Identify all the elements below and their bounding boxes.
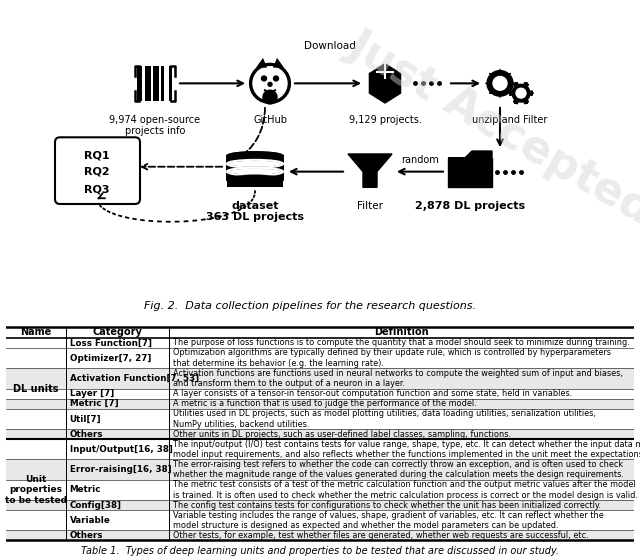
FancyArrowPatch shape	[524, 100, 529, 104]
Circle shape	[253, 67, 287, 100]
Bar	[227, 156, 283, 180]
Text: Variable: Variable	[70, 516, 111, 525]
Circle shape	[493, 76, 507, 90]
Bar	[227, 156, 283, 187]
Text: RQ2: RQ2	[84, 167, 110, 177]
Bar	[6, 439, 634, 459]
Polygon shape	[256, 58, 267, 68]
Bar	[145, 66, 150, 101]
Text: Optimizer[7, 27]: Optimizer[7, 27]	[70, 354, 151, 363]
Ellipse shape	[227, 152, 283, 160]
Text: 363 DL projects: 363 DL projects	[206, 212, 304, 222]
Bar	[6, 480, 634, 500]
Text: 9,974 open-source: 9,974 open-source	[109, 115, 200, 125]
Text: unzip and Filter: unzip and Filter	[472, 115, 548, 125]
Ellipse shape	[227, 176, 283, 184]
Ellipse shape	[227, 168, 283, 176]
Bar	[153, 66, 159, 101]
Text: Table 1.  Types of deep learning units and properties to be tested that are disc: Table 1. Types of deep learning units an…	[81, 546, 559, 556]
Circle shape	[250, 64, 290, 103]
Bar	[6, 388, 634, 398]
Circle shape	[487, 71, 513, 96]
Bar	[6, 338, 634, 348]
Bar	[6, 429, 634, 439]
Bar	[6, 348, 634, 368]
FancyArrowPatch shape	[513, 100, 518, 104]
Text: A metric is a function that is used to judge the performance of the model.: A metric is a function that is used to j…	[173, 399, 476, 408]
Bar	[137, 66, 143, 101]
Circle shape	[268, 83, 272, 86]
Bar	[6, 368, 634, 388]
Text: Variable testing includes the range of values, shape, gradient of variables, etc: Variable testing includes the range of v…	[173, 511, 604, 530]
Bar	[6, 398, 634, 409]
Text: Filter: Filter	[357, 201, 383, 211]
Bar	[6, 326, 634, 338]
Text: Activation Function[7, 53]: Activation Function[7, 53]	[70, 374, 199, 383]
Circle shape	[263, 90, 277, 104]
Text: Others: Others	[70, 531, 103, 540]
Bar	[170, 66, 172, 101]
Text: Activation functions are functions used in neural networks to compute the weight: Activation functions are functions used …	[173, 369, 623, 388]
Bar	[6, 409, 634, 429]
Circle shape	[512, 84, 530, 102]
Text: The error-raising test refers to whether the code can correctly throw an excepti: The error-raising test refers to whether…	[173, 460, 623, 479]
Text: Metric [7]: Metric [7]	[70, 399, 118, 408]
Text: Loss Function[7]: Loss Function[7]	[70, 339, 152, 348]
Polygon shape	[348, 154, 392, 187]
Text: Other units in DL projects, such as user-defined label classes, sampling, functi: Other units in DL projects, such as user…	[173, 430, 511, 439]
FancyArrowPatch shape	[513, 83, 518, 86]
Polygon shape	[273, 58, 284, 68]
Bar	[161, 66, 164, 101]
Text: Layer [7]: Layer [7]	[70, 389, 114, 398]
Circle shape	[273, 76, 278, 81]
Text: RQ1: RQ1	[84, 151, 110, 161]
Ellipse shape	[227, 160, 283, 168]
Text: 9,129 projects.: 9,129 projects.	[349, 115, 421, 125]
Text: Config[38]: Config[38]	[70, 501, 122, 509]
Ellipse shape	[227, 176, 283, 184]
Text: 2,878 DL projects: 2,878 DL projects	[415, 201, 525, 211]
Polygon shape	[369, 64, 401, 103]
Text: Input/Output[16, 38]: Input/Output[16, 38]	[70, 445, 173, 454]
Circle shape	[516, 88, 526, 98]
Text: Definition: Definition	[374, 327, 429, 337]
FancyArrowPatch shape	[509, 91, 511, 95]
Text: Metric: Metric	[70, 485, 101, 494]
Text: GitHub: GitHub	[253, 115, 287, 125]
Text: Fig. 2.  Data collection pipelines for the research questions.: Fig. 2. Data collection pipelines for th…	[144, 301, 476, 311]
Text: dataset: dataset	[231, 201, 279, 211]
Text: DL units: DL units	[13, 383, 59, 393]
Ellipse shape	[227, 152, 283, 160]
Text: random: random	[401, 155, 439, 165]
FancyBboxPatch shape	[55, 137, 140, 204]
Text: The config test contains tests for configurations to check whether the unit has : The config test contains tests for confi…	[173, 501, 600, 509]
Circle shape	[262, 76, 266, 81]
Text: Util[7]: Util[7]	[70, 415, 101, 424]
FancyArrowPatch shape	[524, 83, 529, 86]
Text: A layer consists of a tensor-in tensor-out computation function and some state, : A layer consists of a tensor-in tensor-o…	[173, 389, 572, 398]
Text: Error-raising[16, 38]: Error-raising[16, 38]	[70, 465, 172, 474]
FancyArrowPatch shape	[531, 91, 533, 95]
Text: Others: Others	[70, 430, 103, 439]
Text: The purpose of loss functions is to compute the quantity that a model should see: The purpose of loss functions is to comp…	[173, 339, 629, 348]
Text: Utilities used in DL projects, such as model plotting utilities, data loading ut: Utilities used in DL projects, such as m…	[173, 409, 596, 429]
Text: Category: Category	[93, 327, 143, 337]
Bar	[6, 500, 634, 510]
Polygon shape	[448, 151, 492, 158]
Ellipse shape	[227, 176, 283, 184]
Text: RQ3: RQ3	[84, 184, 109, 194]
Bar	[6, 459, 634, 480]
Text: Unit
properties
to be tested: Unit properties to be tested	[5, 475, 67, 505]
Text: projects info: projects info	[125, 126, 185, 136]
Bar	[6, 510, 634, 530]
Text: The input/output (I/O) test contains tests for value range, shape, type, etc. It: The input/output (I/O) test contains tes…	[173, 440, 640, 459]
Text: Download: Download	[304, 41, 356, 51]
Text: Other tests, for example, test whether files are generated, whether web requests: Other tests, for example, test whether f…	[173, 531, 588, 540]
Text: Just Accepted: Just Accepted	[340, 23, 640, 232]
Text: Optimization algorithms are typically defined by their update rule, which is con: Optimization algorithms are typically de…	[173, 348, 611, 368]
FancyBboxPatch shape	[448, 158, 492, 187]
Bar	[6, 530, 634, 541]
Text: The metric test consists of a test of the metric calculation function and the ou: The metric test consists of a test of th…	[173, 480, 637, 499]
Text: Name: Name	[20, 327, 52, 337]
